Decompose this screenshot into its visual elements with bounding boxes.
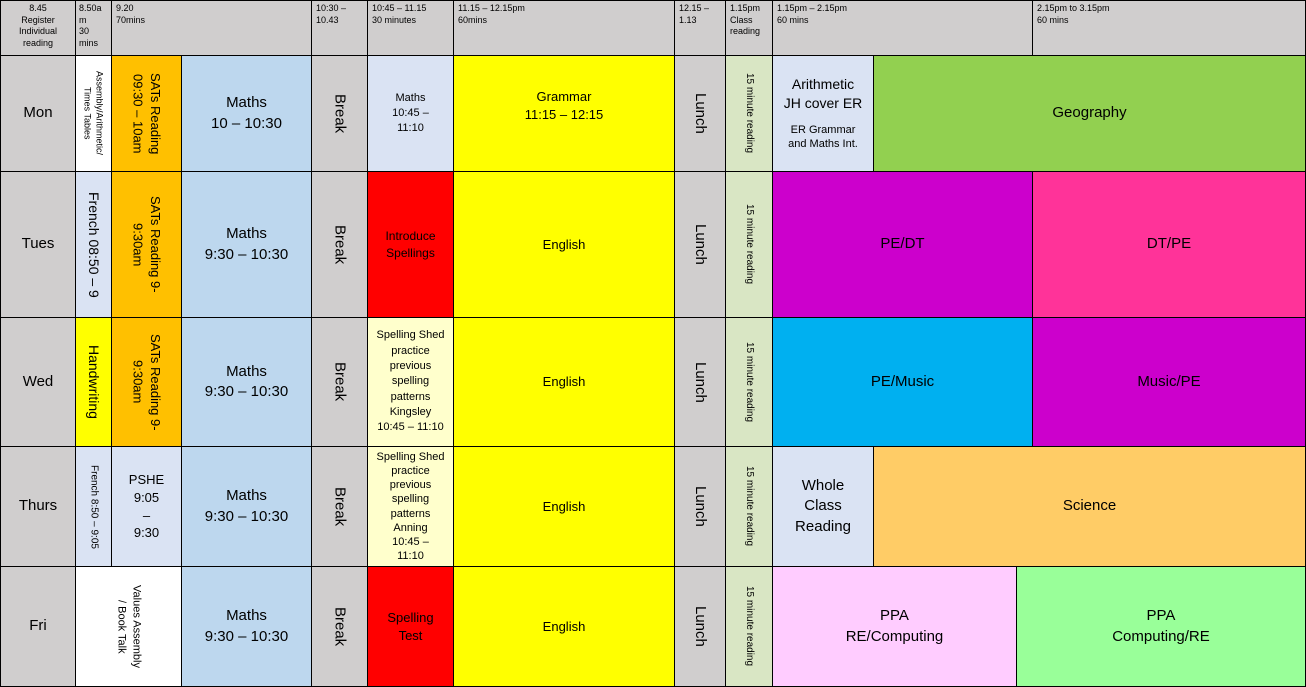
thurs-english: English — [453, 446, 675, 567]
fri-ppa-re-computing: PPA RE/Computing — [772, 566, 1017, 687]
wed-pe-music: PE/Music — [772, 317, 1033, 447]
tues-lunch: Lunch — [674, 171, 726, 318]
tues-pe-dt: PE/DT — [772, 171, 1033, 318]
header-1045: 10:45 – 11.15 30 minutes — [367, 0, 454, 56]
tues-maths: Maths 9:30 – 10:30 — [181, 171, 312, 318]
tues-break: Break — [311, 171, 368, 318]
wed-lunch: Lunch — [674, 317, 726, 447]
mon-grammar: Grammar 11:15 – 12:15 — [453, 55, 675, 172]
fri-break: Break — [311, 566, 368, 687]
wed-handwriting: Handwriting — [75, 317, 112, 447]
header-class-reading: 1.15pm Class reading — [725, 0, 773, 56]
header-0115: 1.15pm – 2.15pm 60 mins — [772, 0, 1033, 56]
tues-dt-pe: DT/PE — [1032, 171, 1306, 318]
header-lunch-time: 12.15 – 1.13 — [674, 0, 726, 56]
wed-break: Break — [311, 317, 368, 447]
tues-english: English — [453, 171, 675, 318]
fri-maths: Maths 9:30 – 10:30 — [181, 566, 312, 687]
thurs-whole-class-reading: Whole Class Reading — [772, 446, 874, 567]
fri-lunch: Lunch — [674, 566, 726, 687]
day-label-fri: Fri — [0, 566, 76, 687]
mon-class-reading: 15 minute reading — [725, 55, 773, 172]
thurs-lunch: Lunch — [674, 446, 726, 567]
thurs-break: Break — [311, 446, 368, 567]
thurs-class-reading: 15 minute reading — [725, 446, 773, 567]
mon-geography: Geography — [873, 55, 1306, 172]
day-label-thurs: Thurs — [0, 446, 76, 567]
mon-maths-2: Maths 10:45 – 11:10 — [367, 55, 454, 172]
mon-assembly: Assembly/Arithmetic/ Times Tables — [75, 55, 112, 172]
header-0920: 9.20 70mins — [111, 0, 312, 56]
wed-maths: Maths 9:30 – 10:30 — [181, 317, 312, 447]
wed-english: English — [453, 317, 675, 447]
mon-arithmetic: Arithmetic JH cover ER ER Grammar and Ma… — [772, 55, 874, 172]
day-label-mon: Mon — [0, 55, 76, 172]
thurs-spelling-shed: Spelling Shed practice previous spelling… — [367, 446, 454, 567]
header-1115: 11.15 – 12.15pm 60mins — [453, 0, 675, 56]
thurs-french: French 8:50 – 9:05 — [75, 446, 112, 567]
header-0215: 2.15pm to 3.15pm 60 mins — [1032, 0, 1306, 56]
fri-class-reading: 15 minute reading — [725, 566, 773, 687]
tues-french: French 08:50 – 9 — [75, 171, 112, 318]
fri-spelling-test: Spelling Test — [367, 566, 454, 687]
header-break-time: 10:30 – 10.43 — [311, 0, 368, 56]
tues-class-reading: 15 minute reading — [725, 171, 773, 318]
wed-music-pe: Music/PE — [1032, 317, 1306, 447]
day-label-tues: Tues — [0, 171, 76, 318]
fri-values-assembly: Values Assembly / Book Talk — [75, 566, 182, 687]
tues-sats-reading: SATs Reading 9- 9:30am — [111, 171, 182, 318]
mon-break: Break — [311, 55, 368, 172]
mon-sats-reading: SATs Reading 09:30 – 10am — [111, 55, 182, 172]
tues-introduce-spellings: Introduce Spellings — [367, 171, 454, 318]
thurs-pshe: PSHE 9:05 – 9:30 — [111, 446, 182, 567]
mon-arithmetic-title: Arithmetic JH cover ER — [783, 75, 863, 111]
day-label-wed: Wed — [0, 317, 76, 447]
mon-maths: Maths 10 – 10:30 — [181, 55, 312, 172]
thurs-maths: Maths 9:30 – 10:30 — [181, 446, 312, 567]
mon-lunch: Lunch — [674, 55, 726, 172]
mon-arithmetic-sub: ER Grammar and Maths Int. — [788, 123, 858, 151]
wed-class-reading: 15 minute reading — [725, 317, 773, 447]
wed-sats-reading: SATs Reading 9- 9:30am — [111, 317, 182, 447]
wed-spelling-shed: Spelling Shed practice previous spelling… — [367, 317, 454, 447]
fri-english: English — [453, 566, 675, 687]
header-register: 8.45 Register Individual reading — [0, 0, 76, 56]
thurs-science: Science — [873, 446, 1306, 567]
fri-ppa-computing-re: PPA Computing/RE — [1016, 566, 1306, 687]
header-assembly-time: 8.50a m 30 mins — [75, 0, 112, 56]
